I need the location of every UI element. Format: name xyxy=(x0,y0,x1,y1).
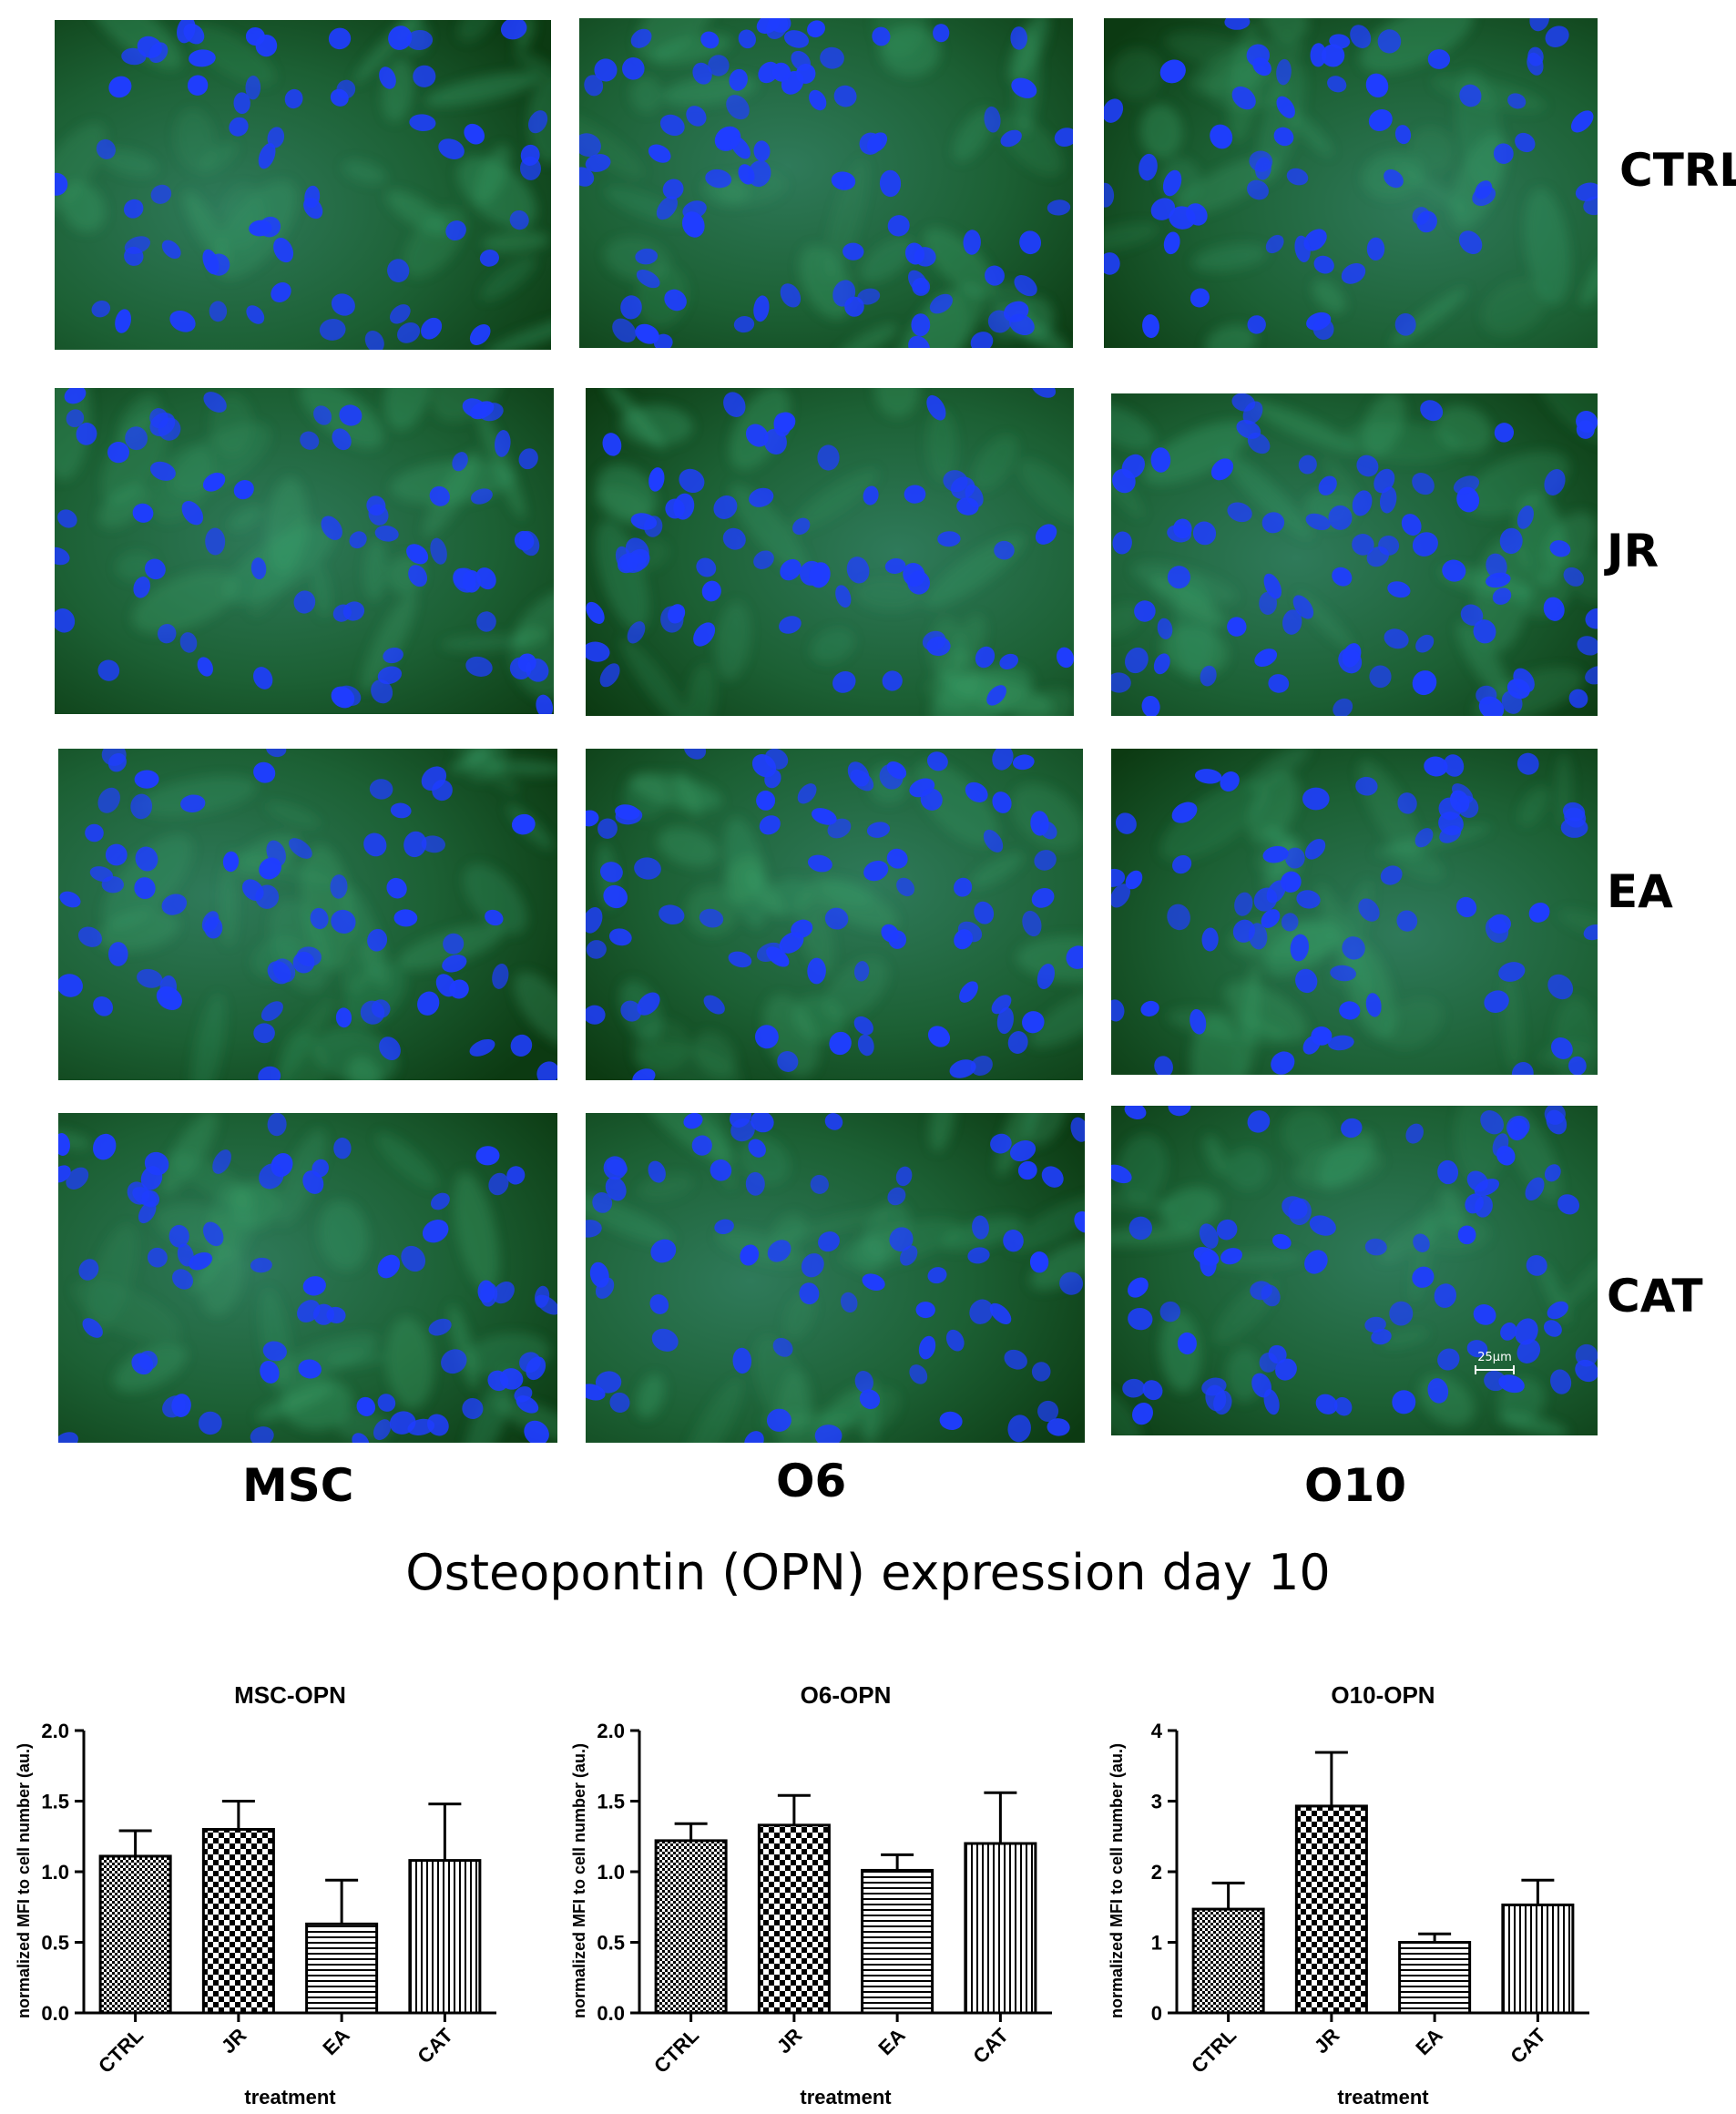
x-tick-label-jr: JR xyxy=(772,2024,807,2058)
y-tick-label: 0.5 xyxy=(41,1932,69,1955)
x-tick-label-ea: EA xyxy=(873,2024,909,2059)
row-label-cat: CAT xyxy=(1607,1270,1703,1323)
micrograph-cat-msc xyxy=(58,1113,557,1443)
y-axis-label: normalized MFI to cell number (au.) xyxy=(15,1743,33,2018)
micrograph-ea-o6 xyxy=(586,749,1083,1080)
scale-bar: 25µm xyxy=(1475,1351,1515,1374)
micrograph-jr-o10 xyxy=(1111,393,1598,716)
micrograph-cat-o6 xyxy=(586,1113,1085,1443)
bar-ea xyxy=(305,1922,379,2015)
bar-jr xyxy=(201,1828,275,2015)
y-tick-label: 1.5 xyxy=(41,1791,69,1813)
y-tick-label: 3 xyxy=(1151,1791,1162,1813)
x-tick-label-ctrl: CTRL xyxy=(94,2024,148,2078)
y-tick-label: 0.5 xyxy=(597,1932,625,1955)
micrograph-cat-o10: 25µm xyxy=(1111,1106,1598,1435)
bar-ea xyxy=(1398,1941,1472,2015)
y-axis-label: normalized MFI to cell number (au.) xyxy=(1108,1743,1126,2018)
x-tick-label-ctrl: CTRL xyxy=(1187,2024,1241,2078)
row-label-jr: JR xyxy=(1607,525,1659,577)
y-tick-label: 1 xyxy=(1151,1932,1162,1955)
x-tick-label-ea: EA xyxy=(1411,2024,1446,2059)
bar-chart-o10-opn: O10-OPN normalized MFI to cell number (au… xyxy=(1108,1681,1589,2109)
x-axis-label: treatment xyxy=(800,2086,892,2109)
bar-ctrl xyxy=(98,1854,172,2015)
y-tick-label: 4 xyxy=(1151,1720,1163,1742)
y-tick-label: 0 xyxy=(1151,2002,1162,2025)
column-label-o6: O6 xyxy=(776,1455,847,1507)
y-tick-label: 0.0 xyxy=(597,2002,625,2025)
bar-cat xyxy=(1501,1903,1575,2015)
micrograph-ea-o10 xyxy=(1111,749,1598,1075)
x-axis-label: treatment xyxy=(1337,2086,1429,2109)
y-tick-label: 2 xyxy=(1151,1861,1162,1884)
x-tick-label-jr: JR xyxy=(1310,2024,1344,2058)
bar-ctrl xyxy=(1191,1907,1265,2015)
micrograph-ctrl-o6 xyxy=(579,18,1073,348)
y-tick-label: 2.0 xyxy=(41,1720,69,1742)
x-tick-label-ea: EA xyxy=(318,2024,353,2059)
x-tick-label-ctrl: CTRL xyxy=(649,2024,703,2078)
bar-cat xyxy=(964,1842,1037,2015)
bar-jr xyxy=(757,1823,831,2015)
x-tick-label-cat: CAT xyxy=(968,2023,1013,2068)
bar-ea xyxy=(861,1868,934,2015)
y-tick-label: 1.0 xyxy=(597,1861,625,1884)
x-tick-label-cat: CAT xyxy=(1506,2023,1550,2068)
y-tick-label: 2.0 xyxy=(597,1720,625,1742)
chart-title: MSC-OPN xyxy=(234,1681,346,1709)
chart-title: O6-OPN xyxy=(801,1681,892,1709)
y-tick-label: 0.0 xyxy=(41,2002,69,2025)
x-tick-label-cat: CAT xyxy=(413,2023,457,2068)
column-label-msc: MSC xyxy=(242,1459,354,1512)
y-axis-label: normalized MFI to cell number (au.) xyxy=(570,1743,588,2018)
chart-title: O10-OPN xyxy=(1331,1681,1435,1709)
scale-bar-label: 25µm xyxy=(1477,1351,1511,1364)
row-label-ctrl: CTRL xyxy=(1619,144,1736,197)
micrograph-ctrl-msc xyxy=(55,20,551,350)
micrograph-ctrl-o10 xyxy=(1104,18,1598,348)
figure-main-title: Osteopontin (OPN) expression day 10 xyxy=(405,1544,1331,1601)
micrograph-jr-o6 xyxy=(586,388,1074,716)
column-label-o10: O10 xyxy=(1304,1459,1407,1512)
bar-jr xyxy=(1294,1804,1368,2015)
bar-chart-msc-opn: MSC-OPN normalized MFI to cell number (au… xyxy=(15,1681,496,2109)
micrograph-ea-msc xyxy=(58,749,557,1080)
micrograph-jr-msc xyxy=(55,388,554,714)
x-axis-label: treatment xyxy=(244,2086,336,2109)
y-tick-label: 1.0 xyxy=(41,1861,69,1884)
bar-chart-o6-opn: O6-OPN normalized MFI to cell number (au.… xyxy=(570,1681,1052,2109)
row-label-ea: EA xyxy=(1607,865,1673,918)
y-tick-label: 1.5 xyxy=(597,1791,625,1813)
x-tick-label-jr: JR xyxy=(217,2024,251,2058)
bar-cat xyxy=(408,1859,482,2015)
bar-ctrl xyxy=(654,1839,728,2015)
